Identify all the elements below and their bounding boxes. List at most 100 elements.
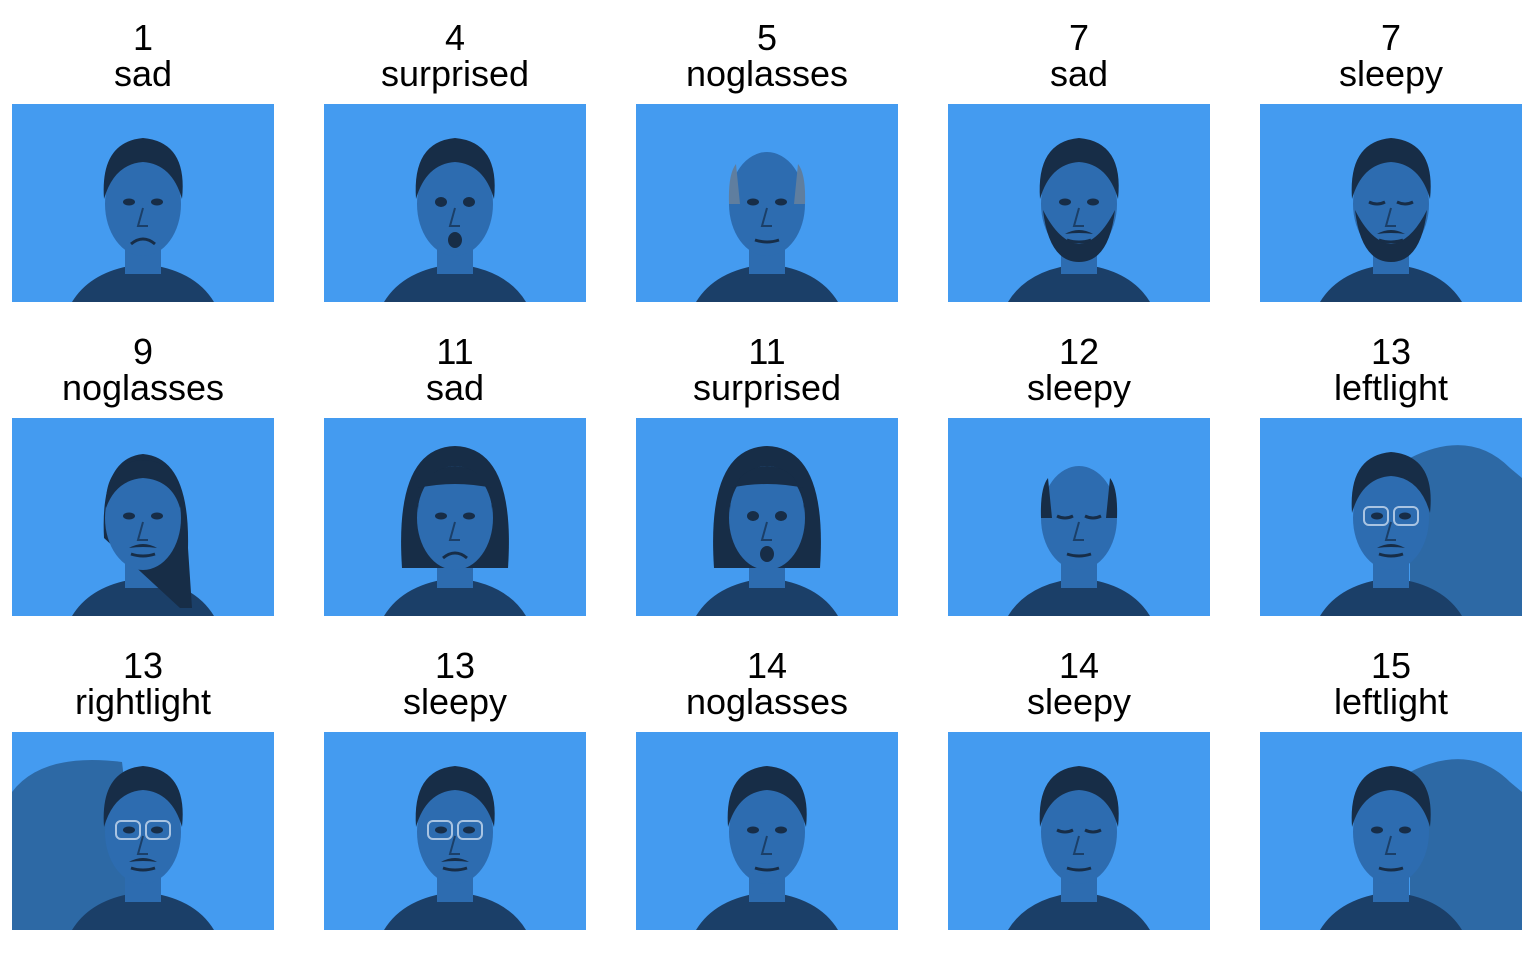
face-illustration xyxy=(384,766,526,930)
beard xyxy=(1355,210,1427,262)
subject-id-caption: 1 xyxy=(132,17,154,58)
nose xyxy=(136,207,148,227)
subject-id-caption: 9 xyxy=(132,331,154,372)
mouth xyxy=(1378,552,1404,558)
subject-id-caption: 12 xyxy=(1058,331,1100,372)
face-illustration xyxy=(696,766,838,930)
nose xyxy=(448,521,460,541)
mustache xyxy=(1377,230,1405,234)
subject-id-caption: 15 xyxy=(1370,645,1412,686)
shoulders xyxy=(384,578,526,616)
eye-left xyxy=(1371,826,1383,834)
face-photo xyxy=(324,104,586,302)
nose xyxy=(448,835,460,855)
shoulders xyxy=(1320,264,1462,302)
eye-right xyxy=(151,512,163,520)
face-image-cell: 11 sad xyxy=(324,334,586,616)
subject-id-caption: 13 xyxy=(1370,331,1412,372)
condition-label-caption: sleepy xyxy=(1026,367,1132,408)
condition-label-caption: sad xyxy=(113,53,173,94)
shoulders xyxy=(1320,578,1462,616)
face-image-cell: 14 sleepy xyxy=(948,648,1210,930)
face xyxy=(105,152,181,256)
face-photo xyxy=(948,732,1210,930)
face-illustration xyxy=(1320,138,1462,302)
subject-id-caption: 14 xyxy=(746,645,788,686)
subject-id-caption: 4 xyxy=(444,17,466,58)
eye-right xyxy=(463,512,475,520)
face-photo xyxy=(1260,418,1522,616)
shoulders xyxy=(1008,264,1150,302)
eye-left xyxy=(1059,198,1071,206)
eye-right xyxy=(1399,826,1411,834)
face-photo xyxy=(324,732,586,930)
condition-label-caption: sad xyxy=(425,367,485,408)
hair xyxy=(105,460,181,508)
hair xyxy=(1351,452,1431,513)
eye-right xyxy=(775,826,787,834)
shoulders xyxy=(696,892,838,930)
eye-left xyxy=(435,512,447,520)
eyes xyxy=(1056,828,1102,834)
face-image-cell: 12 sleepy xyxy=(948,334,1210,616)
condition-label-caption: noglasses xyxy=(685,53,849,94)
face-image-cell: 5 noglasses xyxy=(636,20,898,302)
cast-shadow xyxy=(1410,759,1522,930)
shoulders xyxy=(72,892,214,930)
eye-left xyxy=(435,826,447,834)
hair xyxy=(415,138,495,199)
face-illustration xyxy=(1320,445,1522,616)
face-photo xyxy=(324,418,586,616)
mouth xyxy=(130,866,156,872)
eye-right xyxy=(775,511,787,521)
face-illustration xyxy=(696,152,838,302)
eye-right xyxy=(1087,198,1099,206)
face xyxy=(1353,152,1429,256)
face xyxy=(1353,780,1429,884)
face-image-cell: 4 surprised xyxy=(324,20,586,302)
shoulders xyxy=(1008,578,1150,616)
condition-label-caption: sleepy xyxy=(1026,681,1132,722)
glasses-right xyxy=(1393,506,1419,526)
hair xyxy=(103,766,183,827)
glasses-right xyxy=(145,820,171,840)
face-photo xyxy=(636,104,898,302)
face-image-cell: 1 sad xyxy=(12,20,274,302)
nose xyxy=(1072,521,1084,541)
nose xyxy=(1384,835,1396,855)
subject-id-caption: 14 xyxy=(1058,645,1100,686)
eye-right xyxy=(151,826,163,834)
mustache xyxy=(129,544,157,548)
nose xyxy=(1072,835,1084,855)
hair-fringe xyxy=(730,466,804,510)
condition-label-caption: surprised xyxy=(380,53,530,94)
face xyxy=(1041,152,1117,256)
face-photo xyxy=(1260,732,1522,930)
face xyxy=(105,466,181,570)
hair-fringe xyxy=(418,466,492,510)
subject-id-caption: 5 xyxy=(756,17,778,58)
eye-right xyxy=(151,198,163,206)
face-illustration xyxy=(1008,466,1150,616)
face-illustration xyxy=(72,454,214,616)
mouth xyxy=(754,866,780,872)
face-illustration xyxy=(1008,766,1150,930)
face-image-cell: 14 noglasses xyxy=(636,648,898,930)
eye-right xyxy=(463,826,475,834)
eye-left xyxy=(123,826,135,834)
hair xyxy=(415,766,495,827)
face xyxy=(1353,466,1429,570)
condition-label-caption: noglasses xyxy=(685,681,849,722)
face-image-cell: 11 surprised xyxy=(636,334,898,616)
glasses-right xyxy=(457,820,483,840)
hair xyxy=(1351,766,1431,827)
face-photo xyxy=(12,732,274,930)
eye-right xyxy=(463,197,475,207)
face-image-cell: 7 sleepy xyxy=(1260,20,1522,302)
shoulders xyxy=(1320,892,1462,930)
eyes xyxy=(1056,514,1102,520)
shoulders xyxy=(696,578,838,616)
face-image-cell: 13 leftlight xyxy=(1260,334,1522,616)
nose xyxy=(1384,521,1396,541)
